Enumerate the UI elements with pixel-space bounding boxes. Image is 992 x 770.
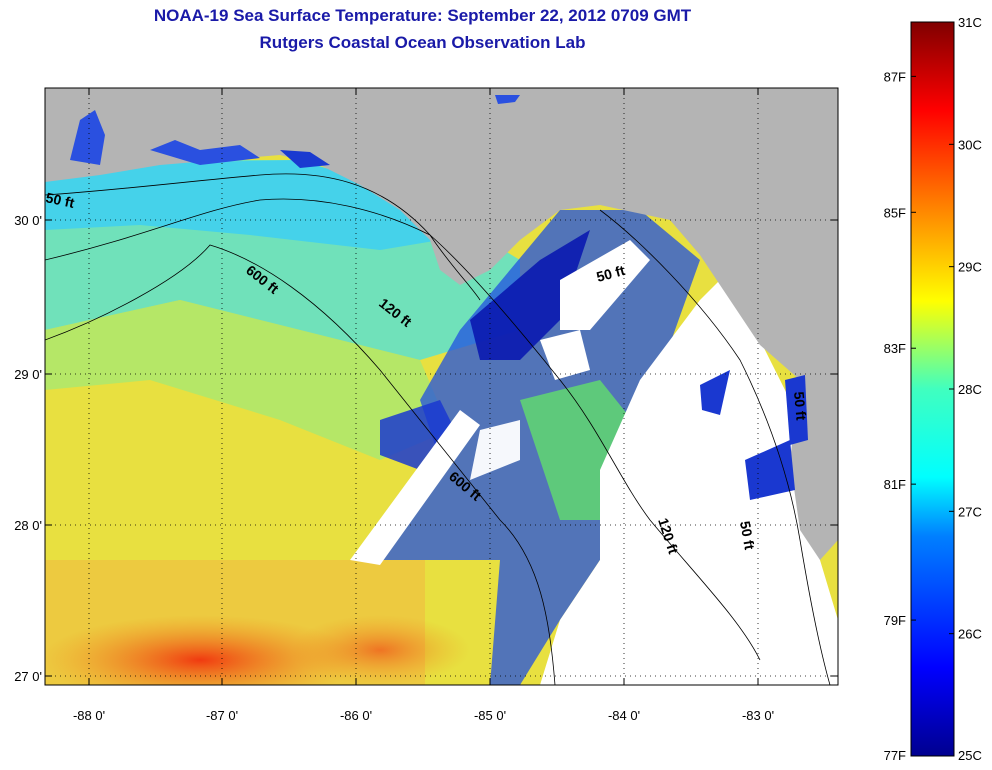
colorbar-label-c-31: 31C [958,15,982,30]
colorbar-label-f-87: 87F [884,69,906,84]
lat-label-30: 30 0' [14,213,42,228]
colorbar-gradient [910,21,955,757]
contour-label-50ft-coast: 50 ft [791,391,809,421]
lat-label-27: 27 0' [14,669,42,684]
plot-frame [44,87,839,686]
lon-label-84: -84 0' [608,708,640,723]
contour-label-50ft-east: 50 ft [737,520,758,551]
lat-label-29: 29 0' [14,367,42,382]
colorbar-label-c-25: 25C [958,748,982,763]
contour-label-50ft-west: 50 ft [44,189,76,211]
colorbar-label-f-77: 77F [884,748,906,763]
colorbar-label-f-85: 85F [884,205,906,220]
lon-label-86: -86 0' [340,708,372,723]
colorbar-label-c-29: 29C [958,260,982,275]
lon-label-83: -83 0' [742,708,774,723]
map-subtitle: Rutgers Coastal Ocean Observation Lab [259,33,586,52]
graticule [45,88,838,685]
colorbar-label-c-27: 27C [958,504,982,519]
colorbar-label-f-83: 83F [884,341,906,356]
colorbar-label-c-26: 26C [958,627,982,642]
colorbar: 31C 30C 29C 28C 27C 26C 25C 87F 85F 83F 81F 79F 77F [884,15,982,763]
lon-label-85: -85 0' [474,708,506,723]
colorbar-label-f-81: 81F [884,477,906,492]
map-title: NOAA-19 Sea Surface Temperature: Septemb… [153,6,692,25]
colorbar-label-f-79: 79F [884,613,906,628]
contour-label-50ft-bigbend: 50 ft [595,262,627,285]
colorbar-label-c-30: 30C [958,137,982,152]
sst-field [45,88,838,685]
lon-label-88: -88 0' [73,708,105,723]
tick-marks [45,88,838,685]
land-mass [45,88,838,385]
lat-label-28: 28 0' [14,518,42,533]
lon-label-87: -87 0' [206,708,238,723]
colorbar-label-c-28: 28C [958,382,982,397]
